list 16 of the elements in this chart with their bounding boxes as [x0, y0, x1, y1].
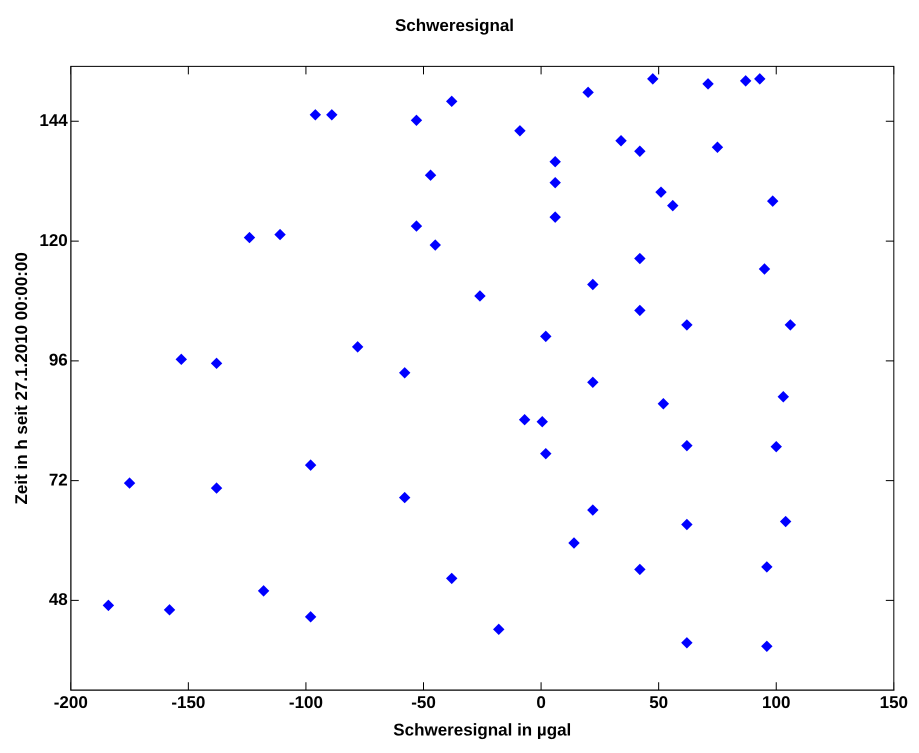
- chart-title: Schweresignal: [394, 16, 514, 35]
- x-tick-label: 150: [880, 693, 908, 712]
- x-tick-label: 100: [762, 693, 790, 712]
- y-tick-label: 48: [48, 590, 68, 610]
- x-tick-label: -200: [54, 693, 88, 712]
- y-tick-label: 120: [39, 230, 68, 250]
- x-tick-label: 0: [536, 693, 546, 712]
- y-tick-label: 144: [39, 110, 68, 130]
- y-tick-label: 96: [48, 350, 68, 370]
- x-tick-label: -150: [171, 693, 206, 712]
- x-axis-title: Schweresignal in µgal: [393, 720, 572, 740]
- x-tick-label: -100: [288, 693, 323, 712]
- x-tick-label: -50: [411, 693, 436, 712]
- y-tick-label: 72: [48, 470, 68, 490]
- y-axis-title: Zeit in h seit 27.1.2010 00:00:00: [12, 252, 31, 504]
- x-tick-label: 50: [649, 693, 668, 712]
